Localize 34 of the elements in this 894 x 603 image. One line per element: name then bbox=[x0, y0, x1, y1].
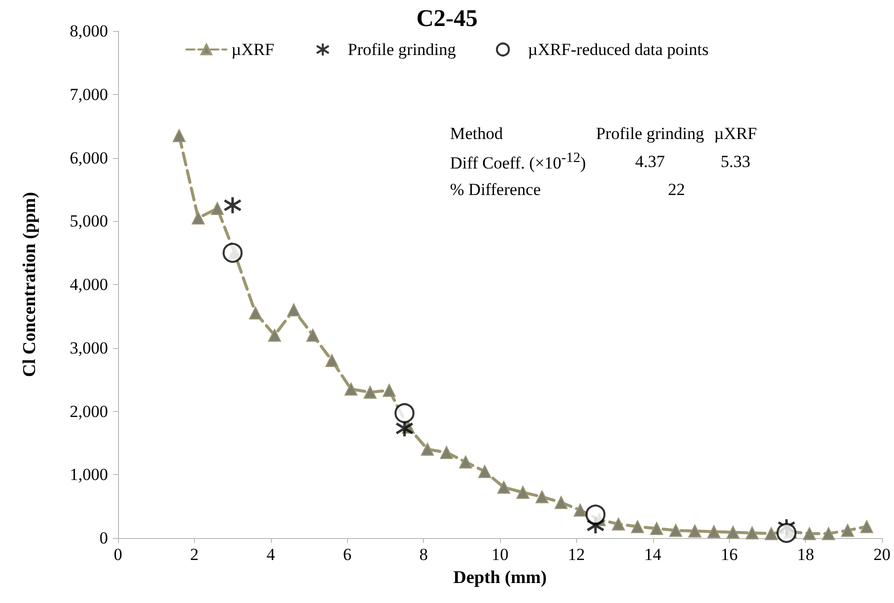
annotation: 22 bbox=[666, 178, 686, 201]
x-tick-label: 16 bbox=[720, 545, 738, 564]
annotation: Method bbox=[450, 123, 504, 145]
x-tick-label: 10 bbox=[492, 545, 508, 564]
x-tick-label: 2 bbox=[190, 545, 199, 564]
legend-label: µXRF-reduced data points bbox=[528, 40, 709, 59]
y-tick-label: 3,000 bbox=[70, 338, 108, 358]
annotation: 5.33 bbox=[720, 150, 752, 173]
y-tick-label: 1,000 bbox=[70, 465, 108, 484]
chart-title: C2-45 bbox=[416, 6, 478, 32]
annotation: Profile grinding bbox=[596, 123, 706, 145]
x-axis-title: Depth (mm) bbox=[453, 567, 547, 587]
y-tick-label: 8,000 bbox=[70, 22, 108, 40]
legend-label: µXRF bbox=[231, 40, 274, 59]
annotation: % Difference bbox=[450, 178, 542, 201]
x-tick-label: 20 bbox=[874, 545, 890, 564]
y-axis-title: Cl Concentration (ppm) bbox=[19, 192, 39, 377]
x-tick-label: 0 bbox=[114, 545, 122, 564]
y-tick-label: 0 bbox=[100, 528, 108, 548]
y-tick-label: 4,000 bbox=[70, 275, 108, 294]
annotation: 4.37 bbox=[634, 150, 666, 173]
x-tick-label: 6 bbox=[342, 545, 352, 564]
x-tick-label: 14 bbox=[644, 545, 662, 564]
x-tick-label: 18 bbox=[797, 545, 814, 564]
y-tick-label: 6,000 bbox=[70, 148, 108, 168]
y-tick-label: 5,000 bbox=[70, 212, 108, 231]
x-tick-label: 12 bbox=[568, 545, 585, 564]
x-tick-label: 8 bbox=[419, 545, 428, 564]
y-tick-label: 2,000 bbox=[70, 402, 108, 421]
y-tick-label: 7,000 bbox=[70, 84, 108, 104]
x-tick-label: 4 bbox=[266, 545, 276, 564]
annotation: µXRF bbox=[714, 123, 758, 145]
legend-label: Profile grinding bbox=[348, 40, 456, 59]
annotation: Diff Coeff. (×10$^{-12}$) bbox=[450, 149, 587, 175]
